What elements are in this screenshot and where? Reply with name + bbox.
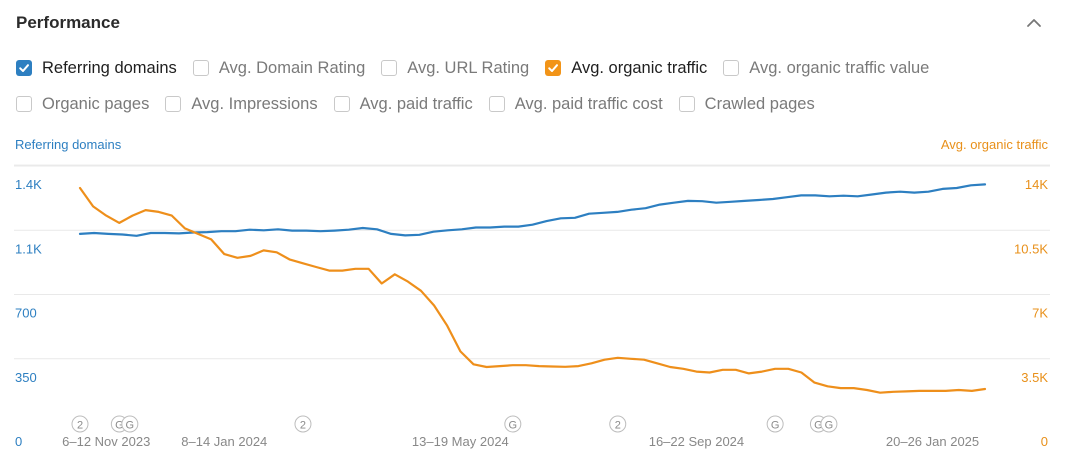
annotation-label: 2 (615, 420, 621, 432)
left-axis-title: Referring domains (15, 137, 122, 152)
panel-title: Performance (16, 13, 120, 32)
metric-label: Crawled pages (704, 94, 815, 113)
right-axis-tick: 14K (1025, 177, 1048, 192)
annotation-marker (504, 415, 522, 433)
metric-toggle[interactable]: Avg. paid traffic (333, 94, 473, 114)
right-axis-tick: 7K (1032, 306, 1048, 321)
metric-label: Avg. Domain Rating (218, 58, 366, 77)
left-axis-tick: 1.1K (15, 241, 42, 256)
left-axis-tick: 0 (15, 434, 22, 449)
checkbox-unchecked-icon[interactable] (16, 96, 32, 112)
checkbox-unchecked-icon[interactable] (333, 96, 350, 112)
checkbox-unchecked-icon[interactable] (381, 60, 398, 76)
right-axis-title: Avg. organic traffic (941, 137, 1049, 152)
checkbox-checked-icon[interactable] (545, 60, 562, 76)
annotation-marker (820, 415, 838, 433)
annotation-marker (294, 415, 312, 433)
metric-label: Avg. Impressions (191, 94, 318, 113)
x-axis-label: 20–26 Jan 2025 (886, 434, 979, 449)
organic-traffic-line (78, 186, 987, 394)
checkbox-unchecked-icon[interactable] (723, 60, 740, 76)
left-axis-tick: 350 (15, 370, 37, 385)
annotation-label: G (126, 420, 135, 432)
metric-toggle[interactable]: Avg. Domain Rating (192, 58, 366, 78)
metric-toggle[interactable]: Avg. URL Rating (381, 59, 529, 78)
checkbox-checked-icon[interactable] (16, 60, 32, 76)
annotation-label: 2 (77, 420, 83, 432)
left-axis-tick: 1.4K (15, 177, 42, 192)
checkbox-unchecked-icon[interactable] (678, 96, 695, 112)
x-axis-label: 16–22 Sep 2024 (649, 434, 744, 449)
left-axis-tick: 700 (15, 306, 37, 321)
metric-toggle[interactable]: Organic pages (16, 95, 149, 114)
annotation-marker (609, 415, 627, 433)
metric-selector: Referring domains Avg. Domain Rating Avg. … (16, 56, 1056, 128)
annotation-marker (121, 415, 139, 433)
metric-label: Organic pages (42, 94, 150, 113)
annotation-label: G (825, 420, 834, 432)
checkbox-unchecked-icon[interactable] (192, 60, 209, 76)
metric-label: Referring domains (42, 58, 177, 77)
x-axis-label: 8–14 Jan 2024 (181, 434, 267, 449)
panel-header: Performance (16, 12, 1049, 36)
checkbox-unchecked-icon[interactable] (165, 96, 182, 112)
x-axis-label: 6–12 Nov 2023 (62, 434, 150, 449)
chevron-up-icon[interactable] (1025, 14, 1043, 32)
metric-label: Avg. paid traffic cost (514, 94, 663, 113)
annotation-label: 2 (300, 420, 306, 432)
right-axis-tick: 3.5K (1021, 370, 1048, 385)
metric-label: Avg. organic traffic (571, 58, 708, 77)
performance-chart: Referring domains Avg. organic traffic 0 35… (14, 137, 1050, 449)
metric-toggle[interactable]: Referring domains (16, 59, 177, 78)
annotation-label: G (771, 420, 780, 432)
x-axis-label: 13–19 May 2024 (412, 434, 509, 449)
metric-row: Referring domains Avg. Domain Rating Avg. … (16, 56, 1056, 80)
metric-toggle[interactable]: Avg. Impressions (165, 94, 318, 114)
metric-row: Organic pages Avg. Impressions Avg. paid t… (16, 92, 1056, 116)
checkbox-unchecked-icon[interactable] (488, 96, 505, 112)
right-axis-tick: 10.5K (1014, 241, 1048, 256)
annotation-label: G (115, 420, 124, 432)
annotation-label: G (814, 420, 823, 432)
referring-domains-line (78, 183, 987, 237)
annotation-marker (71, 415, 89, 433)
metric-toggle[interactable]: Crawled pages (678, 94, 815, 114)
metric-label: Avg. paid traffic (359, 94, 473, 113)
metric-label: Avg. URL Rating (407, 58, 530, 77)
metric-toggle[interactable]: Avg. organic traffic value (723, 59, 929, 78)
annotation-marker (766, 415, 784, 433)
right-axis-tick: 0 (1041, 434, 1048, 449)
metric-toggle[interactable]: Avg. organic traffic (545, 59, 707, 78)
metric-toggle[interactable]: Avg. paid traffic cost (488, 94, 663, 114)
metric-label: Avg. organic traffic value (749, 58, 930, 77)
annotation-label: G (509, 420, 518, 432)
